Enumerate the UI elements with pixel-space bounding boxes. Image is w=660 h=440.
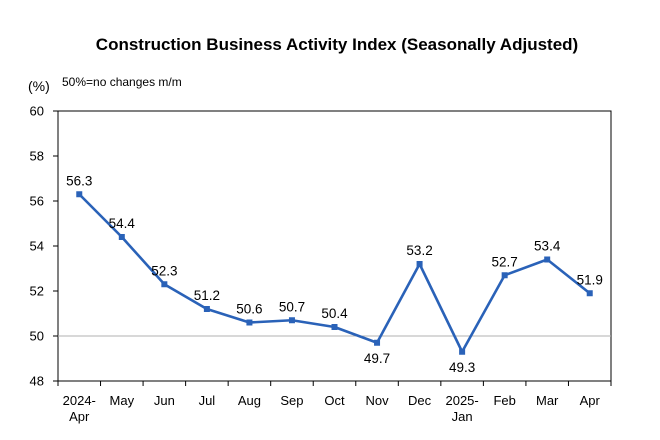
- plot-area: [57, 110, 612, 382]
- x-tick-label: Jun: [154, 393, 175, 408]
- data-label: 51.9: [577, 272, 603, 287]
- data-point: [203, 306, 210, 312]
- x-tick-label-line: Nov: [365, 393, 389, 408]
- data-point: [586, 290, 593, 297]
- data-label: 50.6: [236, 302, 262, 317]
- x-tick-label: Apr: [580, 393, 601, 408]
- data-label: 53.2: [406, 243, 432, 258]
- data-label: 56.3: [66, 173, 92, 188]
- y-tick-label: 50: [30, 329, 44, 344]
- x-tick-label-line: Jan: [452, 409, 473, 424]
- x-tick-label-line: 2024-: [63, 393, 96, 408]
- x-tick-label-line: Sep: [280, 393, 303, 408]
- data-point: [76, 191, 83, 198]
- data-point: [374, 339, 381, 346]
- x-tick-label: 2024-Apr: [63, 393, 96, 424]
- data-point: [459, 348, 466, 355]
- data-point: [331, 324, 338, 330]
- data-label: 50.7: [279, 299, 305, 314]
- data-point: [544, 256, 551, 263]
- x-tick-label: Aug: [238, 393, 261, 408]
- x-tick-label: Feb: [493, 393, 515, 408]
- x-tick-label-line: Oct: [324, 393, 345, 408]
- y-tick-label: 56: [30, 194, 44, 209]
- data-point: [246, 319, 253, 326]
- y-tick-label: 54: [30, 239, 44, 254]
- x-tick-label-line: Apr: [580, 393, 601, 408]
- x-tick-label: Oct: [324, 393, 345, 408]
- data-label: 49.3: [449, 360, 475, 375]
- x-tick-label-line: Jun: [154, 393, 175, 408]
- data-labels: 56.3 54.4 52.3 51.2 50.6 50.7 50.4 49.7 53.2 49.3…: [66, 173, 603, 375]
- x-tick-label: 2025-Jan: [445, 393, 478, 424]
- series-line-layer: [76, 191, 593, 355]
- y-tick-label: 58: [30, 149, 44, 164]
- data-point: [288, 317, 295, 324]
- y-unit-label: (%): [28, 78, 50, 94]
- x-tick-label: Dec: [408, 393, 432, 408]
- chart-title: Construction Business Activity Index (Se…: [96, 35, 578, 54]
- x-tick-label: Nov: [365, 393, 389, 408]
- y-tick-label: 60: [30, 104, 44, 119]
- data-label: 50.4: [321, 306, 348, 321]
- data-label: 54.4: [109, 216, 136, 231]
- x-tick-label-line: Mar: [536, 393, 559, 408]
- x-tick-label: Mar: [536, 393, 559, 408]
- x-tick-label-line: Dec: [408, 393, 432, 408]
- data-point: [501, 272, 508, 279]
- x-tick-label-line: Jul: [199, 393, 216, 408]
- data-label: 49.7: [364, 351, 390, 366]
- x-tick-label-line: May: [110, 393, 135, 408]
- data-label: 52.3: [151, 263, 177, 278]
- y-tick-label: 52: [30, 284, 44, 299]
- data-point: [161, 281, 168, 288]
- data-label: 53.4: [534, 239, 561, 254]
- x-tick-label-line: Apr: [69, 409, 90, 424]
- x-tick-label: Jul: [199, 393, 216, 408]
- data-label: 51.2: [194, 288, 220, 303]
- x-tick-label: May: [110, 393, 135, 408]
- data-label: 52.7: [492, 254, 518, 269]
- x-tick-label-line: Aug: [238, 393, 261, 408]
- y-axis-ticks: 48 50 52 54 56 58 60: [30, 104, 58, 389]
- data-point: [416, 261, 423, 267]
- y-tick-label: 48: [30, 374, 44, 389]
- data-point: [118, 234, 125, 240]
- x-tick-label-line: 2025-: [445, 393, 478, 408]
- x-tick-label-line: Feb: [493, 393, 515, 408]
- x-tick-label: Sep: [280, 393, 303, 408]
- chart-note: 50%=no changes m/m: [62, 75, 182, 89]
